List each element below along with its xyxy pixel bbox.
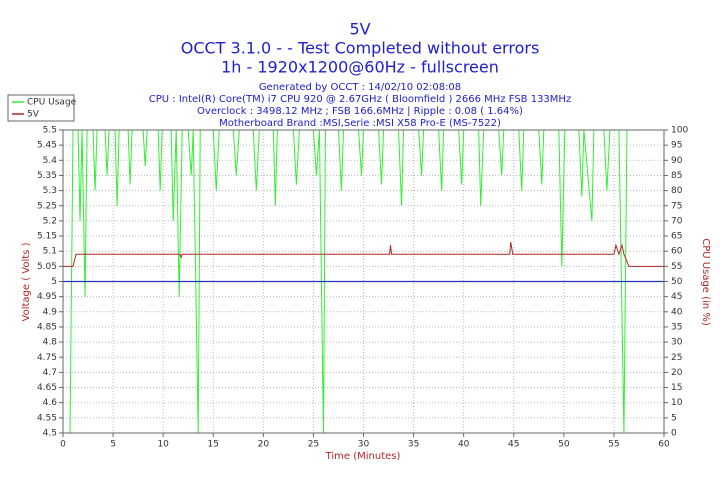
y-tick-label: 4.55 [37, 413, 57, 423]
x-tick-label: 5 [110, 440, 116, 450]
subtitle-line: Motherboard Brand :MSI,Serie :MSI X58 Pr… [219, 118, 501, 129]
y-tick-label: 5.05 [37, 262, 57, 272]
y2-axis-label: CPU Usage (in %) [700, 238, 711, 326]
y-tick-label: 4.5 [43, 429, 57, 439]
y-tick-label: 5.4 [43, 156, 58, 166]
y2-tick-label: 70 [671, 216, 683, 226]
x-tick-label: 10 [157, 440, 169, 450]
x-tick-label: 55 [608, 440, 619, 450]
y-tick-label: 5.15 [37, 232, 57, 242]
legend-box [7, 94, 75, 122]
y-axis-label: Voltage ( Volts ) [21, 242, 32, 321]
y-tick-label: 5.5 [43, 126, 57, 136]
x-tick-label: 25 [308, 440, 319, 450]
chart-title: 5V [349, 20, 370, 39]
x-tick-label: 15 [208, 440, 219, 450]
y2-tick-label: 90 [671, 156, 683, 166]
subtitle-line: Overclock : 3498.12 MHz ; FSB 166.6MHz |… [197, 106, 523, 117]
y-tick-label: 5.25 [37, 201, 57, 211]
x-tick-label: 60 [658, 440, 670, 450]
x-tick-label: 30 [358, 440, 370, 450]
x-tick-label: 50 [558, 440, 570, 450]
y2-tick-label: 40 [671, 307, 683, 317]
y2-tick-label: 55 [671, 262, 682, 272]
y2-tick-label: 75 [671, 201, 682, 211]
y-tick-label: 4.7 [43, 368, 57, 378]
y2-tick-label: 50 [671, 277, 683, 287]
legend-label: CPU Usage [27, 98, 77, 108]
legend-label: 5V [27, 110, 40, 120]
y2-tick-label: 45 [671, 292, 682, 302]
y2-tick-label: 10 [671, 398, 683, 408]
y-tick-label: 5.3 [43, 186, 57, 196]
y2-tick-label: 30 [671, 338, 683, 348]
y-tick-label: 5.45 [37, 141, 57, 151]
y2-tick-label: 65 [671, 232, 682, 242]
y-tick-label: 5.35 [37, 171, 57, 181]
y-tick-label: 4.75 [37, 353, 57, 363]
y2-tick-label: 95 [671, 141, 682, 151]
x-axis-label: Time (Minutes) [325, 451, 401, 462]
x-tick-label: 40 [458, 440, 470, 450]
y-tick-label: 4.65 [37, 383, 57, 393]
subtitle-line: CPU : Intel(R) Core(TM) i7 CPU 920 @ 2.6… [149, 94, 571, 105]
y2-tick-label: 15 [671, 383, 682, 393]
x-tick-label: 20 [258, 440, 270, 450]
y2-tick-label: 60 [671, 247, 683, 257]
y2-tick-label: 5 [671, 413, 677, 423]
y-tick-label: 5.1 [43, 247, 57, 257]
y-tick-label: 4.9 [43, 307, 58, 317]
subtitle-line: Generated by OCCT : 14/02/10 02:08:08 [259, 82, 461, 93]
y-tick-label: 5 [51, 277, 57, 287]
y2-tick-label: 85 [671, 171, 682, 181]
x-tick-label: 45 [508, 440, 519, 450]
data-line [63, 242, 664, 267]
y2-tick-label: 100 [671, 126, 688, 136]
plot-border [62, 129, 665, 434]
y-tick-label: 4.85 [37, 322, 57, 332]
y2-tick-label: 80 [671, 186, 683, 196]
y-tick-label: 4.8 [43, 338, 58, 348]
y2-tick-label: 0 [671, 429, 677, 439]
y-tick-label: 4.6 [43, 398, 58, 408]
y-tick-label: 5.2 [43, 216, 57, 226]
x-tick-label: 0 [60, 440, 66, 450]
y2-tick-label: 20 [671, 368, 683, 378]
title-line: OCCT 3.1.0 - - Test Completed without er… [181, 39, 540, 58]
y-tick-label: 4.95 [37, 292, 57, 302]
title-line: 1h - 1920x1200@60Hz - fullscreen [221, 58, 499, 77]
x-tick-label: 35 [408, 440, 419, 450]
y2-tick-label: 35 [671, 322, 682, 332]
y2-tick-label: 25 [671, 353, 682, 363]
